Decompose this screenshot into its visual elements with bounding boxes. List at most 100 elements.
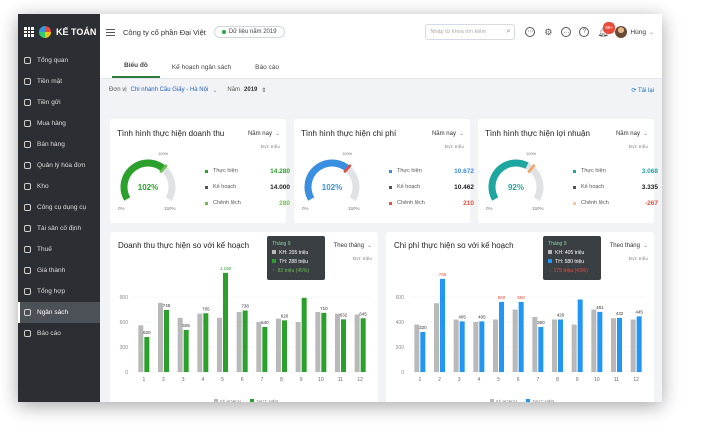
bar-actual[interactable]	[262, 327, 268, 372]
data-label: 505	[182, 323, 190, 328]
bar-plan[interactable]	[414, 324, 420, 373]
bar-actual[interactable]	[360, 318, 366, 372]
sidebar-item[interactable]: Ngân sách	[18, 302, 100, 323]
tab[interactable]: Báo cáo	[255, 64, 279, 71]
period-select[interactable]: Năm nay ⌄	[616, 130, 648, 137]
bar-plan[interactable]	[434, 303, 439, 372]
sidebar-item[interactable]: Tổng hợp	[18, 281, 100, 302]
chart-title: Chi phí thực hiện so với kế hoạch	[394, 241, 514, 250]
bar-actual[interactable]	[203, 313, 209, 372]
period-select[interactable]: Năm nay ⌄	[248, 130, 280, 137]
help-icon[interactable]: ?	[579, 27, 590, 37]
sidebar-item[interactable]: Bán hàng	[18, 134, 100, 155]
bar-plan[interactable]	[138, 325, 144, 372]
chat-icon[interactable]: …	[561, 27, 572, 37]
bar-plan[interactable]	[630, 319, 636, 373]
bar-actual[interactable]	[617, 318, 622, 372]
bar-actual[interactable]	[459, 321, 465, 372]
legend-swatch	[272, 250, 277, 254]
bar-actual[interactable]	[321, 312, 327, 372]
bar-plan[interactable]	[276, 318, 281, 372]
avatar[interactable]	[615, 26, 628, 38]
bar-actual[interactable]	[242, 310, 248, 373]
data-year-badge[interactable]: Dữ liệu năm 2019	[213, 26, 285, 38]
bar-plan[interactable]	[473, 322, 479, 372]
tab[interactable]: Biểu đồ	[112, 62, 160, 78]
bar-plan[interactable]	[315, 312, 321, 372]
bar-plan[interactable]	[335, 313, 340, 372]
bar-plan[interactable]	[177, 317, 183, 372]
refresh-button[interactable]: ⟳ Tải lại	[631, 87, 654, 94]
bar-plan[interactable]	[354, 314, 360, 373]
bar-actual[interactable]	[223, 272, 228, 372]
search-icon[interactable]: ⌕	[506, 28, 511, 35]
bar-actual[interactable]	[164, 309, 169, 372]
bar-plan[interactable]	[591, 309, 597, 373]
tab[interactable]: Kế hoạch ngân sách	[171, 64, 232, 71]
sidebar-item[interactable]: Tiền mặt	[18, 71, 100, 92]
gear-icon[interactable]: ⚙	[544, 27, 553, 37]
sidebar-item[interactable]: Kho	[18, 176, 100, 197]
bar-plan[interactable]	[236, 312, 242, 372]
summary-card: Tình hình thực hiện doanh thu Năm nay ⌄ Đvt…	[110, 119, 290, 223]
bar-actual[interactable]	[499, 302, 504, 372]
bar-plan[interactable]	[611, 318, 616, 372]
bar-actual[interactable]	[183, 329, 189, 372]
bar-actual[interactable]	[479, 321, 485, 372]
sidebar-item[interactable]: Tổng quan	[18, 50, 100, 71]
bar-plan[interactable]	[217, 317, 222, 372]
user-name: Hùng	[630, 28, 646, 36]
sidebar-item[interactable]: Thuế	[18, 239, 100, 260]
bar-actual[interactable]	[341, 319, 346, 372]
sidebar-item[interactable]: Mua hàng	[18, 113, 100, 134]
company-name[interactable]: Công ty cổ phần Đại Việt	[123, 27, 206, 37]
x-tick-label: 6	[241, 377, 244, 383]
bar-actual[interactable]	[538, 327, 544, 372]
chevron-down-icon: ⌄	[648, 29, 654, 36]
sidebar-item[interactable]: Giá thành	[18, 260, 100, 281]
search-input[interactable]: Nhập từ khóa tìm kiếm ⌕	[425, 24, 516, 40]
bar-actual[interactable]	[518, 302, 524, 372]
sidebar-item[interactable]: Công cụ dụng cụ	[18, 197, 100, 218]
bar-plan[interactable]	[295, 322, 301, 372]
bar-plan[interactable]	[532, 317, 538, 372]
sidebar-item[interactable]: Tiền gửi	[18, 92, 100, 113]
bar-actual[interactable]	[440, 278, 445, 372]
gauge-percent: 102%	[138, 183, 158, 192]
bar-actual[interactable]	[558, 319, 563, 373]
bar-plan[interactable]	[571, 324, 577, 373]
apps-grid-icon[interactable]	[24, 27, 34, 37]
year-stepper[interactable]: 2019	[244, 87, 258, 93]
period-select[interactable]: Năm nay ⌄	[432, 130, 464, 137]
sidebar-item[interactable]: Báo cáo	[18, 323, 100, 344]
period-select[interactable]: Theo tháng ⌄	[610, 242, 648, 249]
bar-plan[interactable]	[552, 319, 557, 373]
data-label: 320	[419, 325, 427, 330]
x-tick-label: 9	[576, 377, 579, 383]
bar-actual[interactable]	[420, 332, 426, 372]
bar-actual[interactable]	[144, 337, 150, 372]
sidebar-item[interactable]: Quản lý hóa đơn	[18, 155, 100, 176]
unit-select[interactable]: Chi nhánh Cầu Giấy - Hà Nội	[130, 87, 209, 93]
chevron-down-icon[interactable]: ⌄	[212, 87, 218, 94]
bar-plan[interactable]	[197, 313, 203, 372]
bar-plan[interactable]	[158, 302, 163, 372]
bell-icon[interactable]: 🔔︎99+	[597, 22, 616, 37]
bar-plan[interactable]	[493, 319, 498, 373]
bar-actual[interactable]	[282, 320, 287, 372]
bar-actual[interactable]	[577, 299, 583, 373]
bar-actual[interactable]	[636, 316, 642, 372]
cart-icon	[24, 141, 31, 148]
bar-plan[interactable]	[512, 309, 518, 373]
stepper-icon[interactable]: ⇕	[261, 87, 267, 94]
bar-actual[interactable]	[597, 311, 603, 372]
user-menu[interactable]: Hùng ⌄	[615, 26, 654, 38]
menu-icon[interactable]	[106, 27, 115, 38]
more-icon[interactable]: ⋯	[525, 27, 536, 37]
period-select[interactable]: Theo tháng ⌄	[334, 242, 372, 249]
sidebar-item[interactable]: Tài sản cố định	[18, 218, 100, 239]
brand[interactable]: KẾ TOÁN	[18, 14, 100, 50]
bar-plan[interactable]	[453, 319, 459, 373]
bar-actual[interactable]	[301, 297, 307, 372]
bar-plan[interactable]	[256, 322, 262, 372]
